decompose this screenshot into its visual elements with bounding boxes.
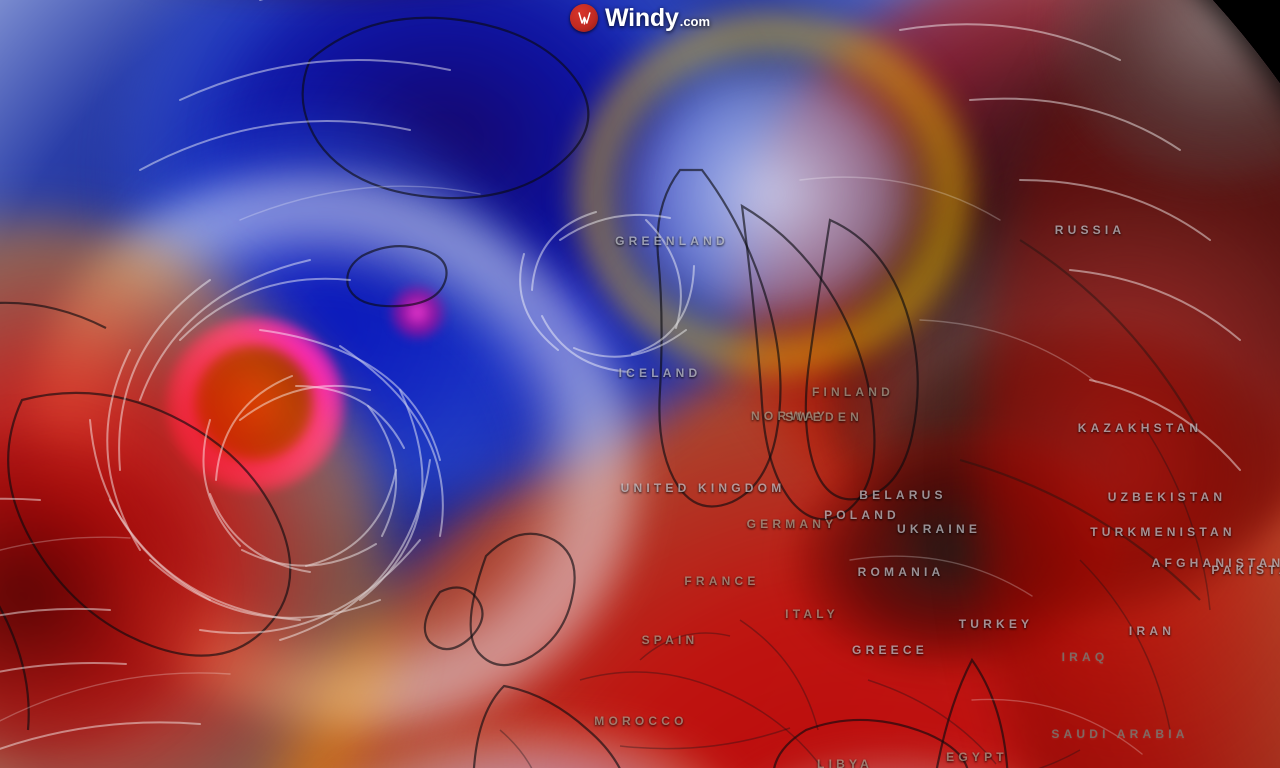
brand-wordmark: Windy: [604, 3, 679, 32]
windy-brand[interactable]: Windy .com: [569, 3, 711, 32]
brand-tld: .com: [679, 13, 711, 29]
windy-logo-icon[interactable]: [569, 4, 598, 32]
